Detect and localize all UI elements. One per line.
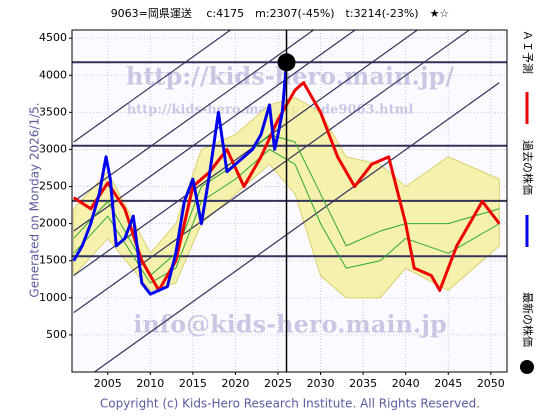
watermark: info@kids-hero.main.jp bbox=[133, 310, 447, 339]
trend-line bbox=[73, 30, 232, 143]
x-tick-label: 2045 bbox=[434, 377, 462, 390]
series-line bbox=[72, 62, 289, 296]
chart-title: 9063=岡県運送 c:4175 m:2307(-45%) t:3214(-23… bbox=[111, 6, 450, 20]
y-tick-label: 500 bbox=[46, 328, 67, 341]
x-tick-label: 2015 bbox=[179, 377, 207, 390]
plot-frame bbox=[71, 29, 508, 373]
series-line bbox=[73, 134, 500, 277]
x-tick-label: 2020 bbox=[221, 377, 249, 390]
legend-label: 過去の株価 bbox=[521, 140, 535, 195]
x-tick-label: 2040 bbox=[392, 377, 420, 390]
y-tick-label: 3500 bbox=[39, 105, 67, 118]
y-tick-label: 2000 bbox=[39, 217, 67, 230]
x-tick-label: 2050 bbox=[477, 377, 505, 390]
x-tick-label: 2010 bbox=[136, 377, 164, 390]
y-tick-label: 1500 bbox=[39, 254, 67, 267]
legend-swatch bbox=[520, 360, 534, 374]
plot: http://kids-hero.main.jp/http://kids-her… bbox=[72, 30, 507, 372]
y-tick-label: 4000 bbox=[39, 68, 67, 81]
x-tick-label: 2030 bbox=[307, 377, 335, 390]
x-tick-label: 2035 bbox=[349, 377, 377, 390]
series-line bbox=[72, 81, 501, 292]
x-tick-label: 2025 bbox=[264, 377, 292, 390]
y-tick-label: 4500 bbox=[39, 31, 67, 44]
legend-label: ＡＩ予測 bbox=[521, 30, 535, 74]
y-tick-label: 2500 bbox=[39, 180, 67, 193]
side-label: Generated on Monday 2026/1/5. bbox=[28, 102, 42, 297]
y-tick-label: 1000 bbox=[39, 291, 67, 304]
footer: Copyright (c) Kids-Hero Research Institu… bbox=[100, 397, 480, 411]
latest-dot bbox=[277, 53, 296, 72]
legend-label: 最新の株価 bbox=[521, 292, 535, 347]
y-tick-label: 3000 bbox=[39, 142, 67, 155]
x-tick-label: 2005 bbox=[94, 377, 122, 390]
